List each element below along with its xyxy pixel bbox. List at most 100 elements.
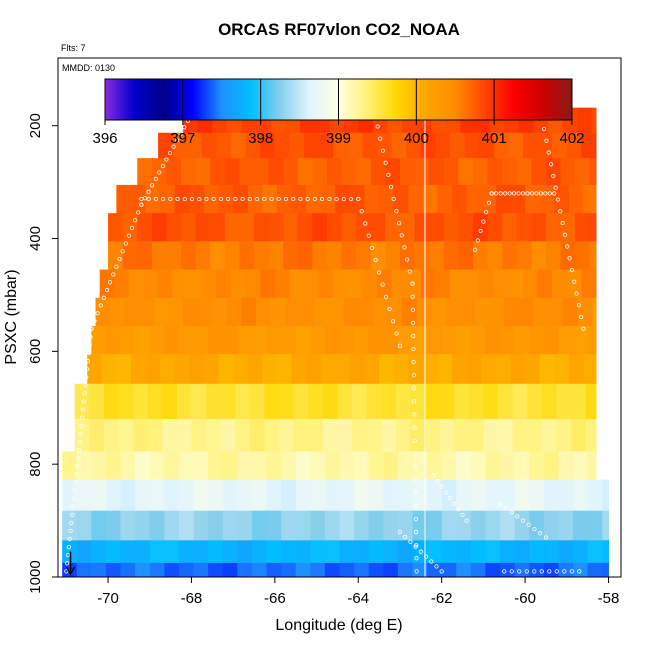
- heatmap-cell: [560, 213, 576, 242]
- heatmap-cell: [172, 132, 188, 159]
- heatmap-cell: [581, 132, 597, 159]
- heatmap-cell: [573, 451, 589, 481]
- track-point: [412, 399, 417, 404]
- heatmap-cell: [254, 213, 270, 242]
- track-point: [254, 196, 260, 202]
- heatmap-cell: [216, 132, 232, 159]
- heatmap-cell: [424, 419, 441, 452]
- heatmap-cell: [249, 419, 265, 452]
- heatmap-cell: [354, 451, 370, 481]
- heatmap-cell: [329, 297, 345, 327]
- heatmap-cell: [99, 269, 115, 299]
- heatmap-cell: [105, 325, 122, 355]
- heatmap-cell: [149, 510, 165, 541]
- heatmap-cell: [224, 213, 240, 242]
- heatmap-cell: [281, 562, 297, 578]
- heatmap-cell: [164, 510, 180, 541]
- heatmap-cell: [554, 354, 570, 385]
- heatmap-cell: [454, 419, 470, 452]
- heatmap-cell: [176, 419, 192, 452]
- heatmap-cell: [395, 383, 411, 420]
- heatmap-cell: [281, 510, 297, 541]
- heatmap-cell: [370, 241, 386, 271]
- heatmap-cell: [201, 132, 217, 159]
- track-point: [101, 295, 106, 300]
- heatmap-cell: [424, 383, 441, 420]
- track-point: [160, 196, 166, 202]
- heatmap-cell: [585, 383, 597, 420]
- heatmap-cell: [143, 269, 159, 299]
- heatmap-cell: [122, 241, 138, 271]
- heatmap-cell: [339, 562, 355, 578]
- heatmap-cell: [493, 132, 509, 159]
- track-point: [211, 196, 216, 202]
- heatmap-cell: [414, 213, 430, 242]
- heatmap-cell: [318, 132, 334, 159]
- heatmap-cell: [322, 383, 338, 420]
- heatmap-cell: [545, 241, 562, 271]
- heatmap-cell: [105, 562, 122, 578]
- heatmap-cell: [366, 419, 382, 452]
- track-point: [88, 334, 93, 339]
- heatmap-cell: [335, 184, 351, 214]
- x-axis: -70 -68 -66 -64 -62 -60 -58: [97, 576, 619, 607]
- track-point: [410, 307, 415, 312]
- heatmap-cell: [397, 451, 413, 481]
- heatmap-cell: [508, 132, 524, 159]
- track-point: [139, 202, 144, 207]
- heatmap-cell: [203, 354, 220, 385]
- heatmap-cell: [145, 354, 161, 385]
- heatmap-cell: [341, 158, 357, 186]
- track-point: [120, 249, 125, 254]
- heatmap-cell: [397, 325, 413, 355]
- heatmap-cell: [385, 158, 401, 186]
- track-point: [405, 257, 410, 262]
- heatmap-cell: [470, 540, 486, 564]
- heatmap-cell: [279, 419, 295, 452]
- heatmap-bands: [62, 107, 609, 578]
- heatmap-cell: [291, 354, 307, 385]
- track-point: [146, 189, 151, 194]
- track-point: [233, 196, 238, 202]
- heatmap-cell: [310, 451, 326, 481]
- heatmap-cell: [487, 213, 503, 242]
- heatmap-cell: [356, 241, 372, 271]
- heatmap-cell: [377, 269, 393, 299]
- track-point: [104, 287, 110, 293]
- heatmap-cell: [254, 158, 270, 186]
- heatmap-cell: [514, 540, 530, 564]
- heatmap-cell: [172, 269, 188, 299]
- heatmap-cell: [266, 562, 282, 578]
- heatmap-cell: [585, 419, 597, 452]
- track-point: [65, 553, 71, 558]
- track-point: [411, 373, 416, 378]
- heatmap-cell: [283, 158, 299, 186]
- track-point: [370, 245, 375, 251]
- heatmap-cell: [364, 184, 380, 214]
- y-tick-label: 400: [27, 226, 44, 251]
- track-point: [74, 472, 79, 477]
- track-point: [95, 311, 100, 316]
- colorbar-tick-label: 401: [482, 130, 507, 147]
- track-point: [447, 495, 453, 501]
- heatmap-cell: [310, 540, 326, 564]
- heatmap-cell: [435, 132, 451, 159]
- track-point: [83, 383, 88, 388]
- heatmap-cell: [497, 383, 514, 420]
- heatmap-cell: [512, 383, 528, 420]
- heatmap-cell: [166, 213, 182, 242]
- heatmap-cell: [208, 451, 224, 481]
- heatmap-cell: [562, 297, 578, 327]
- heatmap-cell: [62, 479, 78, 512]
- heatmap-cell: [149, 325, 165, 355]
- heatmap-cell: [306, 354, 322, 385]
- track-point: [386, 172, 391, 177]
- heatmap-cell: [441, 479, 457, 512]
- heatmap-cell: [575, 213, 591, 242]
- y-axis: 200 400 600 800 1000: [27, 113, 59, 594]
- heatmap-cell: [485, 562, 501, 578]
- track-point: [413, 490, 418, 495]
- heatmap-cell: [525, 184, 541, 214]
- track-point: [334, 196, 339, 202]
- heatmap-cell: [470, 479, 486, 512]
